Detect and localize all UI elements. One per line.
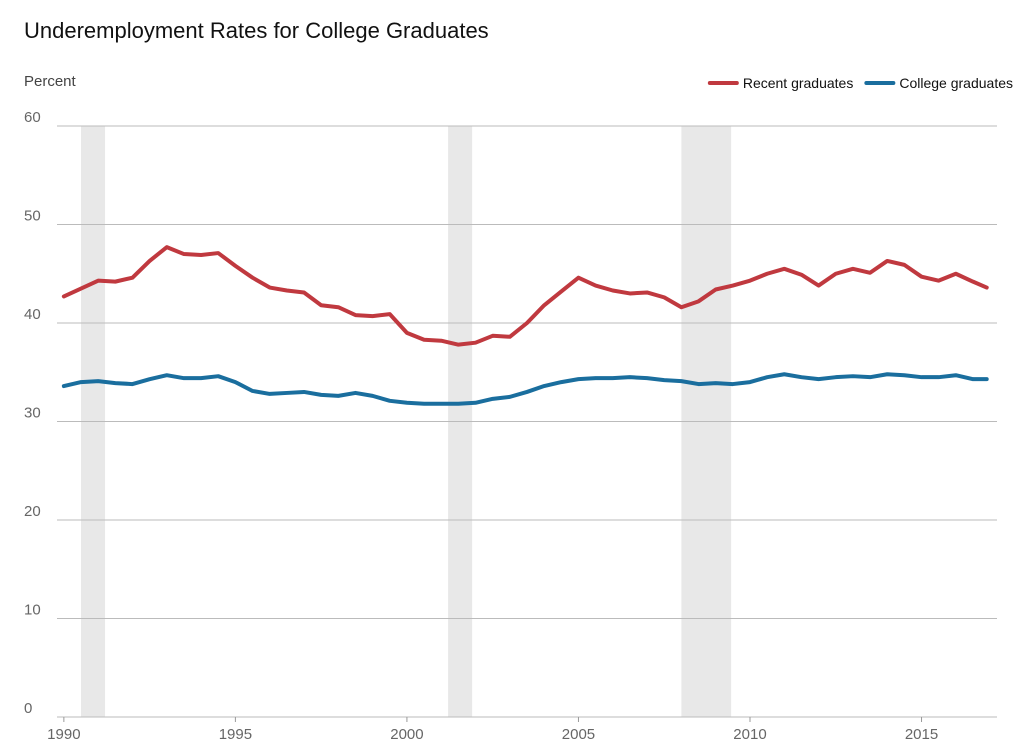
y-axis-label: Percent [24,73,77,90]
x-tick-label: 1990 [47,726,80,743]
series-line [61,372,989,406]
y-tick-label: 50 [24,208,41,225]
x-tick-label: 1995 [219,726,252,743]
chart-title: Underemployment Rates for College Gradua… [24,18,489,43]
legend: College graduates Recent graduates [707,75,1013,91]
y-tick-label: 20 [24,503,41,520]
x-tick-label: 2005 [562,726,595,743]
y-tick-label: 0 [24,700,32,717]
series-line [61,245,989,347]
y-tick-label: 40 [24,306,41,323]
legend-label: College graduates [899,75,1013,91]
legend-label: Recent graduates [743,75,854,91]
x-tick-label: 2015 [905,726,938,743]
y-tick-label: 30 [24,405,41,422]
lines [61,245,989,406]
y-tick-label: 60 [24,109,41,126]
x-tick-label: 2000 [390,726,423,743]
grid: 0 10 20 30 40 50 60 1990 1995 2000 2005 2010 2015 [24,109,997,743]
y-tick-label: 10 [24,602,41,619]
x-tick-label: 2010 [733,726,766,743]
